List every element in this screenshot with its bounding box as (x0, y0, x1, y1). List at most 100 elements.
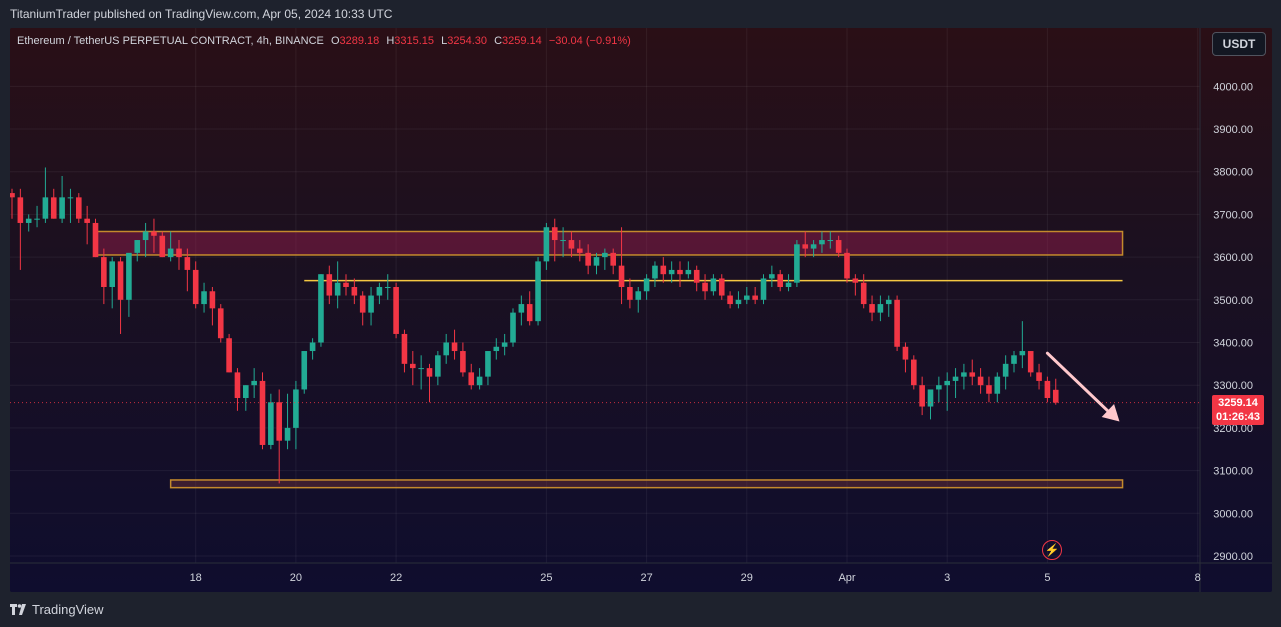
candle-body (526, 304, 533, 322)
candle-body (869, 304, 875, 313)
candle-body (17, 197, 24, 223)
price-tick-label: 3600.00 (1213, 252, 1253, 264)
candle-body (159, 235, 166, 258)
chart-panel[interactable]: 2900.00 3000.00 3100.00 3200.00 3300.00 3400.… (10, 28, 1272, 592)
candle-body (359, 295, 366, 313)
candle-body (827, 240, 834, 242)
candle-body (476, 376, 483, 386)
candle-body (368, 295, 374, 313)
candle-body (34, 218, 40, 220)
candle-body (560, 240, 566, 242)
close-value: 3259.14 (502, 35, 542, 47)
candle-body (393, 286, 399, 334)
change-value: −30.04 (−0.91%) (548, 35, 631, 47)
currency-button[interactable]: USDT (1212, 32, 1266, 56)
price-tick-label: 3000.00 (1213, 508, 1253, 520)
candle-body (543, 227, 550, 262)
price-tick-label: 3400.00 (1213, 337, 1253, 349)
candle-body (618, 265, 625, 287)
price-tick-label: 3900.00 (1213, 124, 1253, 136)
candle-body (1002, 363, 1009, 377)
footer-brand: TradingView (10, 600, 104, 618)
candle-body (911, 359, 917, 386)
candle-body (927, 389, 934, 407)
candle-body (209, 291, 216, 309)
candle-body (134, 240, 141, 253)
lightning-icon[interactable]: ⚡ (1042, 540, 1062, 560)
candle-body (410, 363, 416, 369)
zones-layer (94, 230, 1124, 489)
candle-body (952, 376, 959, 381)
candle-body (844, 252, 850, 279)
candle-body (326, 274, 333, 296)
candle-body (551, 227, 558, 241)
candle-body (919, 385, 925, 407)
open-key: O (330, 35, 340, 47)
candle-body (769, 274, 775, 279)
candle-body (835, 240, 842, 253)
candle-body (485, 351, 491, 377)
candle-body (109, 261, 115, 287)
candle-body (894, 299, 900, 347)
low-value: 3254.30 (447, 35, 487, 47)
time-tick-label: 22 (390, 572, 402, 584)
candle-body (351, 286, 358, 296)
open-value: 3289.18 (339, 35, 380, 47)
time-axis[interactable]: 18 20 22 25 27 29 Apr 3 5 8 (190, 572, 1201, 584)
price-axis[interactable]: 2900.00 3000.00 3100.00 3200.00 3300.00 3400.… (1213, 81, 1253, 563)
price-tick-label: 3300.00 (1213, 380, 1253, 392)
overlay-layer (10, 351, 1200, 422)
candle-body (334, 282, 341, 296)
price-tick-label: 4000.00 (1213, 81, 1253, 93)
candle-body (67, 197, 74, 199)
projection-arrow-head (1101, 403, 1120, 422)
candle-body (84, 218, 90, 223)
candle-body (660, 265, 667, 275)
chart-canvas[interactable]: 2900.00 3000.00 3100.00 3200.00 3300.00 3400.… (10, 28, 1272, 592)
candle-body (677, 269, 683, 275)
candle-body (243, 385, 249, 398)
time-tick-label: 20 (290, 572, 302, 584)
candle-body (268, 402, 274, 445)
candle-body (944, 380, 950, 386)
candle-body (1011, 355, 1017, 364)
candle-body (1019, 351, 1026, 356)
symbol-title[interactable]: Ethereum / TetherUS PERPETUAL CONTRACT, … (17, 35, 324, 47)
candle-body (384, 286, 391, 288)
time-tick-label: 5 (1044, 572, 1050, 584)
low-key: L (441, 35, 448, 47)
candle-body (627, 286, 633, 300)
high-key: H (386, 35, 395, 47)
candle-body (126, 252, 132, 300)
candle-body (710, 278, 717, 292)
candle-body (435, 355, 441, 377)
candle-body (1027, 351, 1034, 373)
candle-body (593, 257, 600, 266)
candle-body (585, 252, 591, 266)
candle-body (101, 257, 107, 287)
candle-body (443, 342, 449, 356)
price-tick-label: 3100.00 (1213, 466, 1253, 478)
candle-body (668, 269, 675, 275)
candle-body (693, 269, 700, 283)
candle-body (284, 427, 291, 441)
candle-body (217, 308, 224, 339)
candle-body (42, 197, 49, 219)
candle-body (568, 240, 575, 249)
candle-body (176, 248, 182, 258)
candle-body (1036, 372, 1042, 381)
price-tick-label: 3500.00 (1213, 295, 1253, 307)
candle-body (961, 372, 967, 377)
candle-body (301, 351, 308, 390)
candle-body (577, 248, 583, 253)
support-zone (169, 479, 1124, 489)
candle-body (343, 282, 349, 287)
time-tick-label: Apr (838, 572, 855, 584)
candle-body (251, 380, 257, 386)
candle-body (518, 304, 525, 313)
candle-body (468, 372, 475, 386)
candle-body (635, 291, 642, 300)
candle-body (602, 252, 608, 258)
time-tick-label: 29 (741, 572, 753, 584)
